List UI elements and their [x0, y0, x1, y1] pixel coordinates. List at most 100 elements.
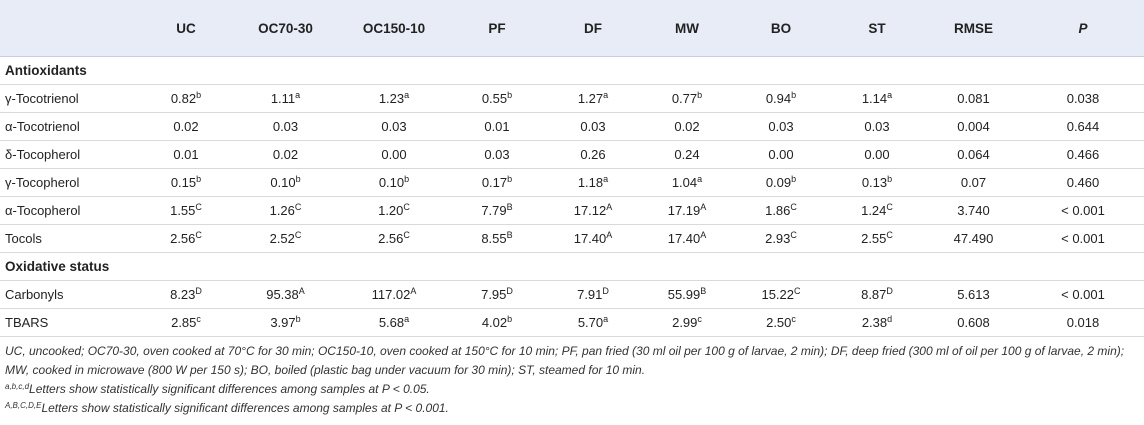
- significance-letter: D: [506, 286, 513, 296]
- table-cell: < 0.001: [1022, 280, 1144, 309]
- section-row: Oxidative status: [0, 252, 1144, 281]
- table-cell: 1.23a: [339, 84, 449, 113]
- column-header: OC70-30: [232, 0, 339, 57]
- cell-value: 0.064: [957, 147, 990, 162]
- significance-letter: C: [195, 202, 202, 212]
- column-header: MW: [641, 0, 733, 57]
- row-label: Tocols: [0, 224, 140, 253]
- table-cell: 2.93C: [733, 224, 829, 253]
- table-cell: 4.02b: [449, 308, 545, 337]
- column-header: BO: [733, 0, 829, 57]
- significance-letter: b: [507, 314, 513, 324]
- table-cell: 0.55b: [449, 84, 545, 113]
- row-label: γ-Tocopherol: [0, 168, 140, 197]
- significance-letter: C: [886, 230, 893, 240]
- table-cell: 1.55C: [140, 196, 232, 225]
- table-cell: 47.490: [925, 224, 1022, 253]
- section-title: Antioxidants: [0, 56, 1144, 85]
- table-cell: 1.27a: [545, 84, 641, 113]
- significance-letter: b: [507, 90, 513, 100]
- cell-value: 0.466: [1066, 147, 1100, 162]
- cell-value: 17.12: [573, 203, 607, 218]
- table-cell: 0.00: [733, 140, 829, 169]
- cell-value: 1.24: [861, 203, 887, 218]
- cell-value: 55.99: [667, 287, 701, 302]
- cell-value: 1.86: [765, 203, 791, 218]
- significance-letter: C: [794, 286, 801, 296]
- cell-value: < 0.001: [1061, 203, 1105, 218]
- cell-value: 2.52: [269, 231, 295, 246]
- cell-value: 117.02: [371, 287, 411, 302]
- cell-value: 0.02: [173, 119, 199, 134]
- table-cell: 0.03: [733, 112, 829, 141]
- significance-letter: C: [294, 202, 302, 212]
- cell-value: 1.14: [861, 91, 888, 106]
- cell-value: 0.13: [861, 175, 888, 190]
- cell-value: 0.00: [381, 147, 407, 162]
- cell-value: 5.613: [957, 287, 990, 302]
- column-header: PF: [449, 0, 545, 57]
- cell-value: 0.82: [170, 91, 197, 106]
- cell-value: 0.03: [484, 147, 510, 162]
- table-cell: 17.40A: [641, 224, 733, 253]
- cell-value: 8.55: [481, 231, 507, 246]
- significance-letter: a: [697, 174, 703, 184]
- table-cell: 8.87D: [829, 280, 925, 309]
- cell-value: 0.081: [957, 91, 990, 106]
- column-header: [0, 0, 140, 57]
- table-cell: 55.99B: [641, 280, 733, 309]
- table-cell: 1.04a: [641, 168, 733, 197]
- table-cell: 0.081: [925, 84, 1022, 113]
- row-label: α-Tocotrienol: [0, 112, 140, 141]
- table-cell: 3.740: [925, 196, 1022, 225]
- cell-value: 0.608: [957, 315, 990, 330]
- table-cell: 0.03: [232, 112, 339, 141]
- cell-value: 0.15: [170, 175, 197, 190]
- table-cell: 0.15b: [140, 168, 232, 197]
- cell-value: 17.40: [573, 231, 607, 246]
- cell-value: 0.02: [272, 147, 299, 162]
- cell-value: 3.97: [270, 315, 296, 330]
- table-cell: 2.38d: [829, 308, 925, 337]
- cell-value: 8.23: [170, 287, 196, 302]
- significance-letter: b: [791, 90, 797, 100]
- footnote-lowercase-text: Letters show statistically significant d…: [29, 382, 430, 396]
- significance-letter: b: [697, 90, 703, 100]
- significance-letter: a: [404, 314, 410, 324]
- table-cell: 2.50c: [733, 308, 829, 337]
- cell-value: 5.68: [378, 315, 405, 330]
- table-row: γ-Tocopherol 0.15b 0.10b 0.10b 0.17b 1.18a 1.0…: [0, 168, 1144, 197]
- table-cell: 2.99c: [641, 308, 733, 337]
- footnote-lowercase-marker: a,b,c,d: [5, 382, 30, 391]
- cell-value: 0.01: [173, 147, 199, 162]
- significance-letter: b: [295, 314, 301, 324]
- table-cell: 5.613: [925, 280, 1022, 309]
- cell-value: 1.27: [577, 91, 604, 106]
- cell-value: 0.10: [270, 175, 296, 190]
- cell-value: 0.03: [580, 119, 606, 134]
- cell-value: 2.56: [378, 231, 404, 246]
- significance-letter: b: [791, 174, 797, 184]
- row-label: α-Tocopherol: [0, 196, 140, 225]
- table-cell: 1.11a: [232, 84, 339, 113]
- table-cell: 0.10b: [232, 168, 339, 197]
- significance-letter: A: [700, 202, 707, 212]
- table-cell: 0.644: [1022, 112, 1144, 141]
- table-cell: 1.86C: [733, 196, 829, 225]
- table-cell: 0.94b: [733, 84, 829, 113]
- table-cell: 0.03: [449, 140, 545, 169]
- table-cell: 117.02A: [339, 280, 449, 309]
- table-cell: 17.19A: [641, 196, 733, 225]
- table-cell: 0.02: [232, 140, 339, 169]
- table-cell: 0.03: [339, 112, 449, 141]
- cell-value: 15.22: [761, 287, 795, 302]
- cell-value: 2.38: [861, 315, 888, 330]
- table-cell: 0.77b: [641, 84, 733, 113]
- cell-value: 0.01: [484, 119, 510, 134]
- cell-value: 7.91: [577, 287, 603, 302]
- table-cell: 2.55C: [829, 224, 925, 253]
- cell-value: 0.09: [765, 175, 792, 190]
- significance-letter: A: [606, 230, 613, 240]
- cell-value: 7.79: [481, 203, 507, 218]
- table-row: δ-Tocopherol 0.01 0.02 0.00 0.03 0.26 0.24 0.00…: [0, 140, 1144, 169]
